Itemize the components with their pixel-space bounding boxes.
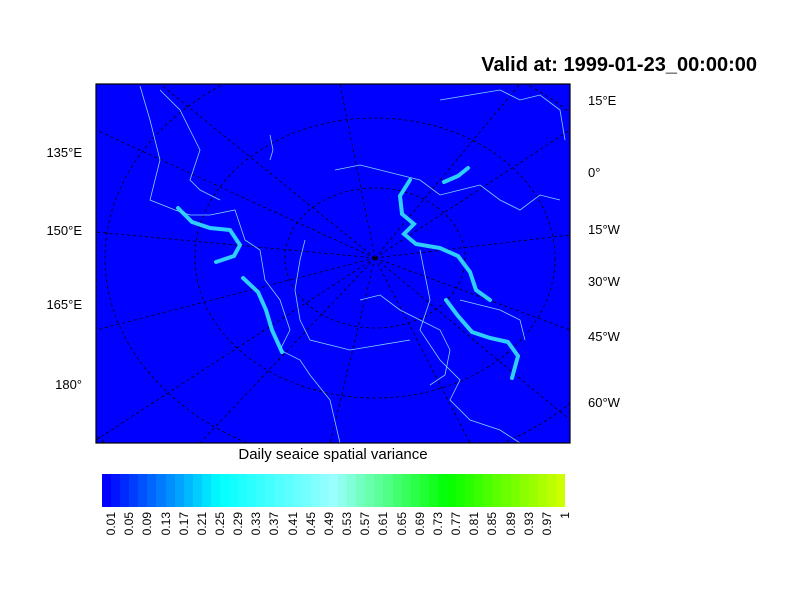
colorbar-box [210, 474, 221, 507]
colorbar-tick-label: 0.45 [303, 512, 318, 536]
colorbar-box [174, 474, 184, 507]
colorbar-title: Daily seaice spatial variance [238, 446, 428, 463]
colorbar-box [338, 474, 348, 507]
colorbar-tick-label: 0.09 [140, 512, 155, 536]
lon-label-left: 135°E [46, 145, 82, 160]
colorbar-box [519, 474, 529, 507]
lon-label-left: 180° [55, 377, 82, 392]
colorbar-box [456, 474, 466, 507]
colorbar-tick-label: 0.69 [412, 512, 427, 536]
colorbar-box [111, 474, 121, 507]
colorbar-box [474, 474, 484, 507]
colorbar-box [183, 474, 193, 507]
colorbar-box [546, 474, 556, 507]
map-background [96, 84, 570, 443]
colorbar-tick-label: 0.53 [340, 512, 355, 536]
lon-label-right: 45°W [588, 329, 620, 344]
lon-label-left: 150°E [46, 223, 82, 238]
colorbar-box [419, 474, 429, 507]
colorbar-box [102, 474, 112, 507]
colorbar-box [201, 474, 211, 507]
map-frame [95, 83, 571, 444]
colorbar-box [247, 474, 257, 507]
colorbar-tick-label: 0.65 [394, 512, 409, 536]
colorbar-tick-label: 0.29 [231, 512, 246, 536]
colorbar-box [165, 474, 175, 507]
lon-label-right: 0° [588, 165, 601, 180]
colorbar-box [483, 474, 493, 507]
lon-label-left: 165°E [46, 297, 82, 312]
colorbar [102, 474, 565, 507]
colorbar-tick-label: 0.49 [321, 512, 336, 536]
colorbar-box [492, 474, 502, 507]
colorbar-box [446, 474, 457, 507]
colorbar-box [138, 474, 148, 507]
colorbar-box [392, 474, 402, 507]
colorbar-labels: 0.01 0.05 0.09 0.13 0.17 0.21 0.25 0.29 0.33 0.37… [0, 512, 792, 562]
colorbar-tick-label: 0.17 [176, 512, 191, 536]
colorbar-tick-label: 0.41 [285, 512, 300, 536]
colorbar-box [129, 474, 139, 507]
colorbar-box [501, 474, 511, 507]
colorbar-box [410, 474, 420, 507]
colorbar-box [347, 474, 357, 507]
colorbar-box [437, 474, 447, 507]
colorbar-box [120, 474, 130, 507]
colorbar-box [401, 474, 411, 507]
colorbar-tick-label: 0.97 [539, 512, 554, 536]
colorbar-tick-label: 0.57 [358, 512, 373, 536]
lon-label-right: 15°E [588, 93, 617, 108]
colorbar-box [537, 474, 547, 507]
sea-ice-edge [176, 166, 521, 380]
colorbar-box [220, 474, 230, 507]
colorbar-tick-label: 0.33 [249, 512, 264, 536]
colorbar-box [319, 474, 329, 507]
colorbar-box [256, 474, 266, 507]
colorbar-tick-label: 0.77 [449, 512, 464, 536]
colorbar-box [356, 474, 366, 507]
colorbar-box [192, 474, 202, 507]
colorbar-box [510, 474, 520, 507]
colorbar-box [265, 474, 275, 507]
coastlines [139, 85, 566, 443]
colorbar-box [274, 474, 284, 507]
colorbar-box [147, 474, 157, 507]
colorbar-box [292, 474, 302, 507]
colorbar-tick-label: 0.89 [503, 512, 518, 536]
colorbar-box [465, 474, 475, 507]
colorbar-box [310, 474, 320, 507]
colorbar-box [528, 474, 538, 507]
colorbar-tick-label: 0.93 [521, 512, 536, 536]
colorbar-box [383, 474, 393, 507]
colorbar-tick-label: 0.85 [485, 512, 500, 536]
colorbar-tick-label: 0.73 [430, 512, 445, 536]
colorbar-tick-label: 1 [558, 512, 572, 519]
lon-label-right: 60°W [588, 395, 620, 410]
colorbar-tick-label: 0.61 [376, 512, 391, 536]
colorbar-box [229, 474, 239, 507]
colorbar-box [283, 474, 293, 507]
plot-title: Valid at: 1999-01-23_00:00:00 [481, 54, 757, 76]
colorbar-tick-label: 0.01 [104, 512, 119, 536]
colorbar-box [328, 474, 339, 507]
colorbar-box [428, 474, 438, 507]
colorbar-box [156, 474, 166, 507]
colorbar-box [555, 474, 565, 507]
colorbar-tick-label: 0.81 [467, 512, 482, 536]
colorbar-box [238, 474, 248, 507]
colorbar-tick-label: 0.25 [213, 512, 228, 536]
lon-label-right: 15°W [588, 222, 620, 237]
colorbar-box [301, 474, 311, 507]
colorbar-tick-label: 0.05 [122, 512, 137, 536]
colorbar-tick-label: 0.37 [267, 512, 282, 536]
colorbar-box [374, 474, 384, 507]
colorbar-box [365, 474, 375, 507]
colorbar-tick-label: 0.21 [194, 512, 209, 536]
lon-label-right: 30°W [588, 274, 620, 289]
colorbar-tick-label: 0.13 [158, 512, 173, 536]
